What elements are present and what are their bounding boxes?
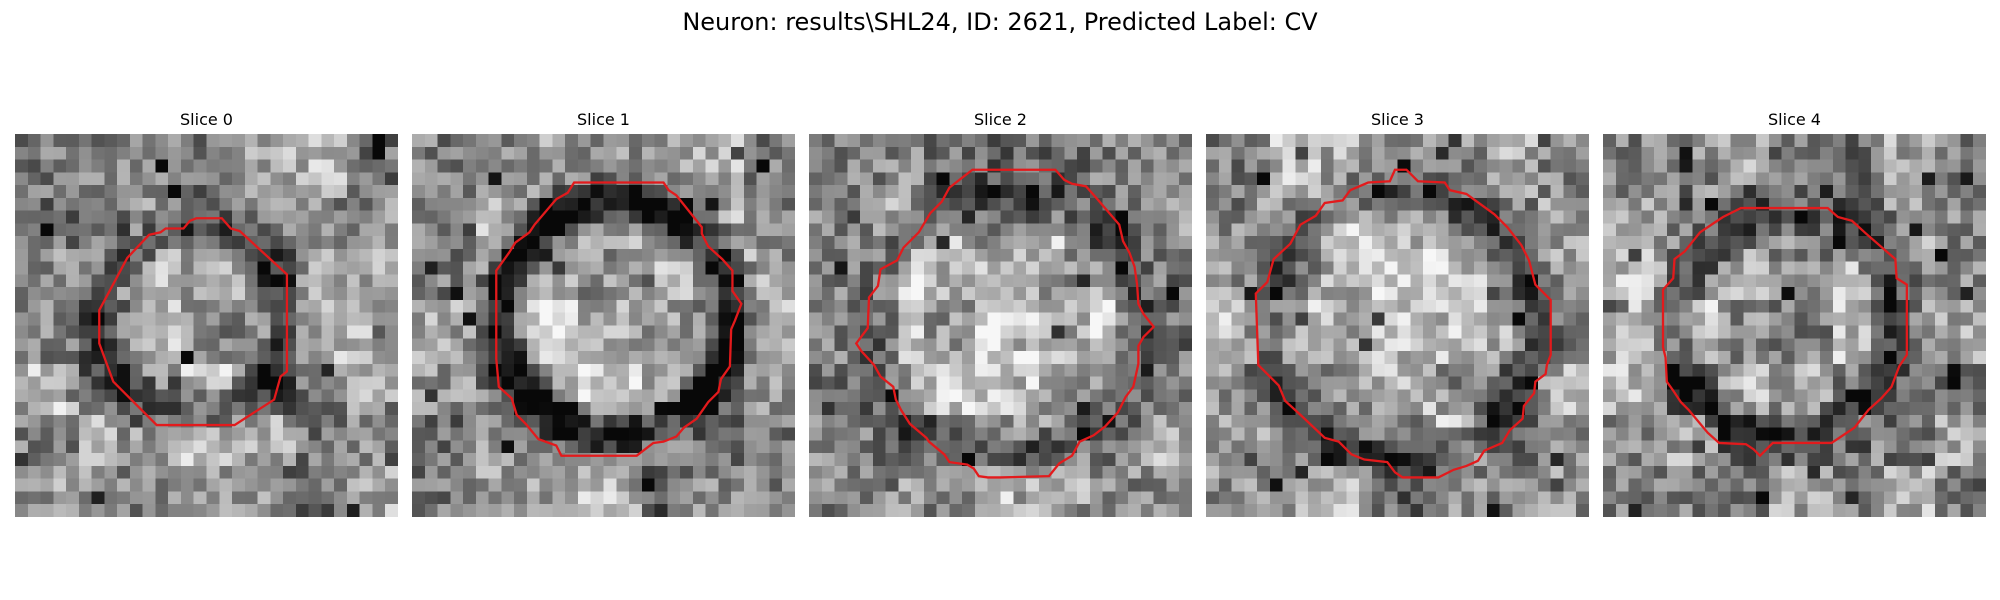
slice-4-contour xyxy=(1661,206,1908,458)
slice-3-contour xyxy=(1254,168,1552,479)
slice-2-panel xyxy=(809,134,1192,517)
slice-1-title: Slice 1 xyxy=(577,110,630,129)
slice-2-contour xyxy=(854,168,1156,479)
slice-3-panel xyxy=(1206,134,1589,517)
slice-3-title: Slice 3 xyxy=(1371,110,1424,129)
slice-1-panel xyxy=(412,134,795,517)
slice-0-pixels xyxy=(15,134,398,517)
slice-2-image xyxy=(809,134,1192,517)
slice-4-title: Slice 4 xyxy=(1768,110,1821,129)
slice-0-image xyxy=(15,134,398,517)
slice-3-pixels xyxy=(1206,134,1589,517)
slice-4-panel xyxy=(1603,134,1986,517)
slice-1-image xyxy=(412,134,795,517)
slice-4-pixels xyxy=(1603,134,1986,517)
slice-0-panel xyxy=(15,134,398,517)
slice-3-image xyxy=(1206,134,1589,517)
slice-4-image xyxy=(1603,134,1986,517)
slice-2-pixels xyxy=(809,134,1192,517)
figure-title: Neuron: results\SHL24, ID: 2621, Predict… xyxy=(682,8,1318,36)
slice-2-title: Slice 2 xyxy=(974,110,1027,129)
slice-0-title: Slice 0 xyxy=(180,110,233,129)
slice-1-contour xyxy=(495,181,743,457)
slice-1-pixels xyxy=(412,134,795,517)
slice-0-contour xyxy=(98,217,289,427)
